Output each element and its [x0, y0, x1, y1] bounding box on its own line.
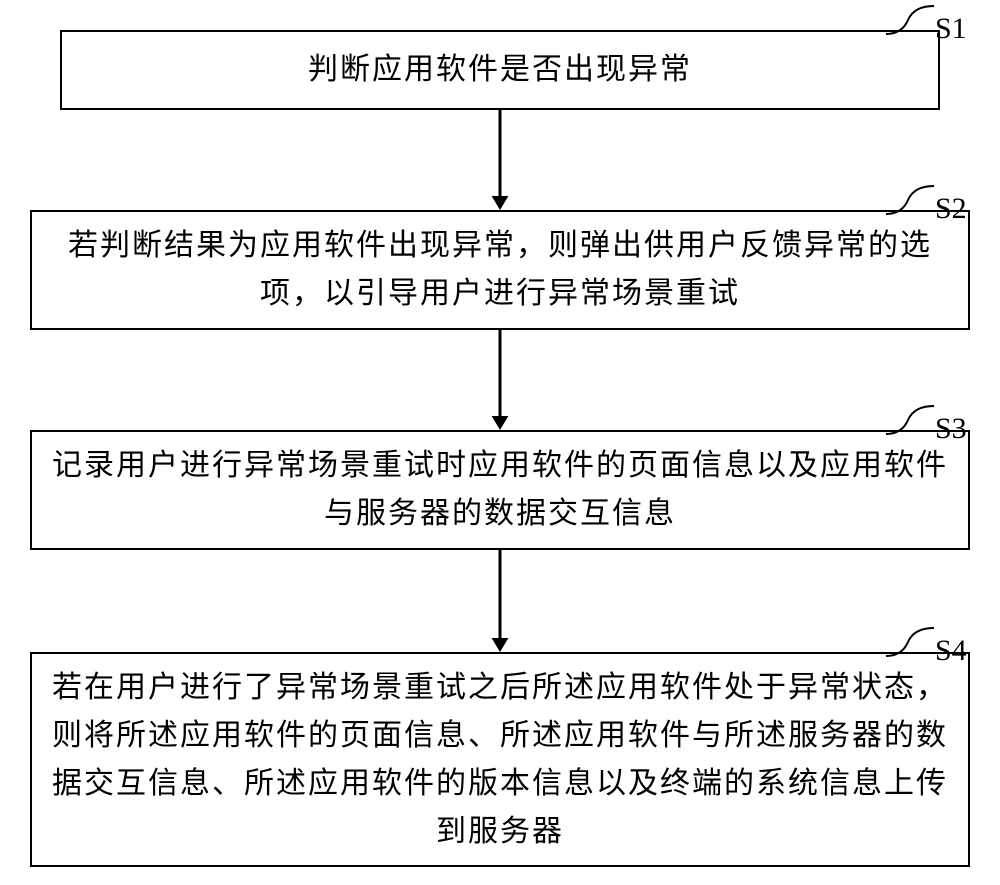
flowchart-step-s3: 记录用户进行异常场景重试时应用软件的页面信息以及应用软件与服务器的数据交互信息: [30, 430, 970, 550]
step-text: 若判断结果为应用软件出现异常，则弹出供用户反馈异常的选项，以引导用户进行异常场景…: [50, 222, 950, 318]
step-text: 若在用户进行了异常场景重试之后所述应用软件处于异常状态，则将所述应用软件的页面信…: [50, 664, 950, 856]
flowchart-canvas: 判断应用软件是否出现异常 S1 若判断结果为应用软件出现异常，则弹出供用户反馈异常的…: [0, 0, 1000, 885]
flowchart-step-s1: 判断应用软件是否出现异常: [60, 30, 940, 110]
flow-arrow-a3: [480, 548, 520, 654]
step-label-s2: S2: [935, 192, 967, 226]
flow-arrow-a2: [480, 328, 520, 432]
step-text: 判断应用软件是否出现异常: [308, 46, 692, 94]
flow-arrow-a1: [480, 108, 520, 212]
flowchart-step-s4: 若在用户进行了异常场景重试之后所述应用软件处于异常状态，则将所述应用软件的页面信…: [30, 652, 970, 867]
step-label-s3: S3: [935, 412, 967, 446]
step-text: 记录用户进行异常场景重试时应用软件的页面信息以及应用软件与服务器的数据交互信息: [50, 442, 950, 538]
flowchart-step-s2: 若判断结果为应用软件出现异常，则弹出供用户反馈异常的选项，以引导用户进行异常场景…: [30, 210, 970, 330]
step-label-s1: S1: [935, 12, 967, 46]
step-label-s4: S4: [935, 634, 967, 668]
